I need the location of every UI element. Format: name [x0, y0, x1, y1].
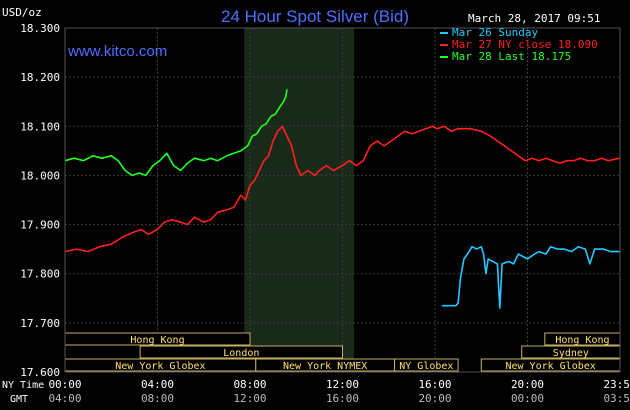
ny-time-tick-label: 00:00 — [48, 378, 81, 391]
series-line-1 — [441, 245, 620, 309]
session-bar — [394, 358, 459, 372]
y-tick-label: 17.900 — [20, 219, 60, 232]
site-watermark: www.kitco.com — [67, 43, 167, 60]
session-label: Hong Kong — [555, 335, 609, 346]
session-label: New York Globex — [505, 361, 595, 372]
session-label: New York NYMEX — [283, 361, 367, 372]
chart-title: 24 Hour Spot Silver (Bid) — [221, 7, 409, 26]
session-label: London — [223, 348, 259, 359]
series-line-2 — [64, 125, 620, 253]
session-label: New York Globex — [115, 361, 205, 372]
y-tick-label: 18.300 — [20, 22, 60, 35]
timestamp: March 28, 2017 09:51 — [468, 12, 600, 25]
y-tick-label: 17.700 — [20, 317, 60, 330]
gmt-tick-label: 16:00 — [326, 392, 359, 405]
series-line-3 — [64, 89, 288, 177]
y-tick-label: 18.200 — [20, 71, 60, 84]
gmt-tick-label: 04:00 — [48, 392, 81, 405]
legend-label: Mar 28 Last 18.175 — [452, 50, 571, 63]
y-tick-label: 18.000 — [20, 169, 60, 182]
ny-time-tick-label: 23:59 — [603, 378, 630, 391]
session-label: Sydney — [553, 348, 589, 359]
ny-time-tick-label: 20:00 — [511, 378, 544, 391]
ny-time-tick-label: 12:00 — [326, 378, 359, 391]
session-label: NY Globex — [399, 361, 453, 372]
gmt-tick-label: 00:00 — [511, 392, 544, 405]
ny-time-tick-label: 04:00 — [141, 378, 174, 391]
y-tick-label: 18.100 — [20, 120, 60, 133]
session-label: Hong Kong — [130, 335, 184, 346]
gmt-tick-label: 03:59 — [603, 392, 630, 405]
gmt-tick-label: 20:00 — [418, 392, 451, 405]
session-bar — [139, 345, 343, 359]
ny-time-tick-label: 16:00 — [418, 378, 451, 391]
nymex-shaded-region — [244, 28, 355, 372]
y-tick-label: 17.600 — [20, 366, 60, 379]
legend-label: Mar 27 NY close 18.090 — [452, 38, 598, 51]
gmt-tick-label: 12:00 — [233, 392, 266, 405]
plot-frame — [64, 27, 621, 373]
ny-time-tick-label: 08:00 — [233, 378, 266, 391]
y-tick-label: 17.800 — [20, 268, 60, 281]
gmt-label: GMT — [10, 394, 28, 405]
legend-label: Mar 26 Sunday — [452, 26, 538, 39]
y-unit-label: USD/oz — [2, 6, 42, 19]
gmt-tick-label: 08:00 — [141, 392, 174, 405]
ny-time-label: NY Time — [2, 380, 44, 391]
